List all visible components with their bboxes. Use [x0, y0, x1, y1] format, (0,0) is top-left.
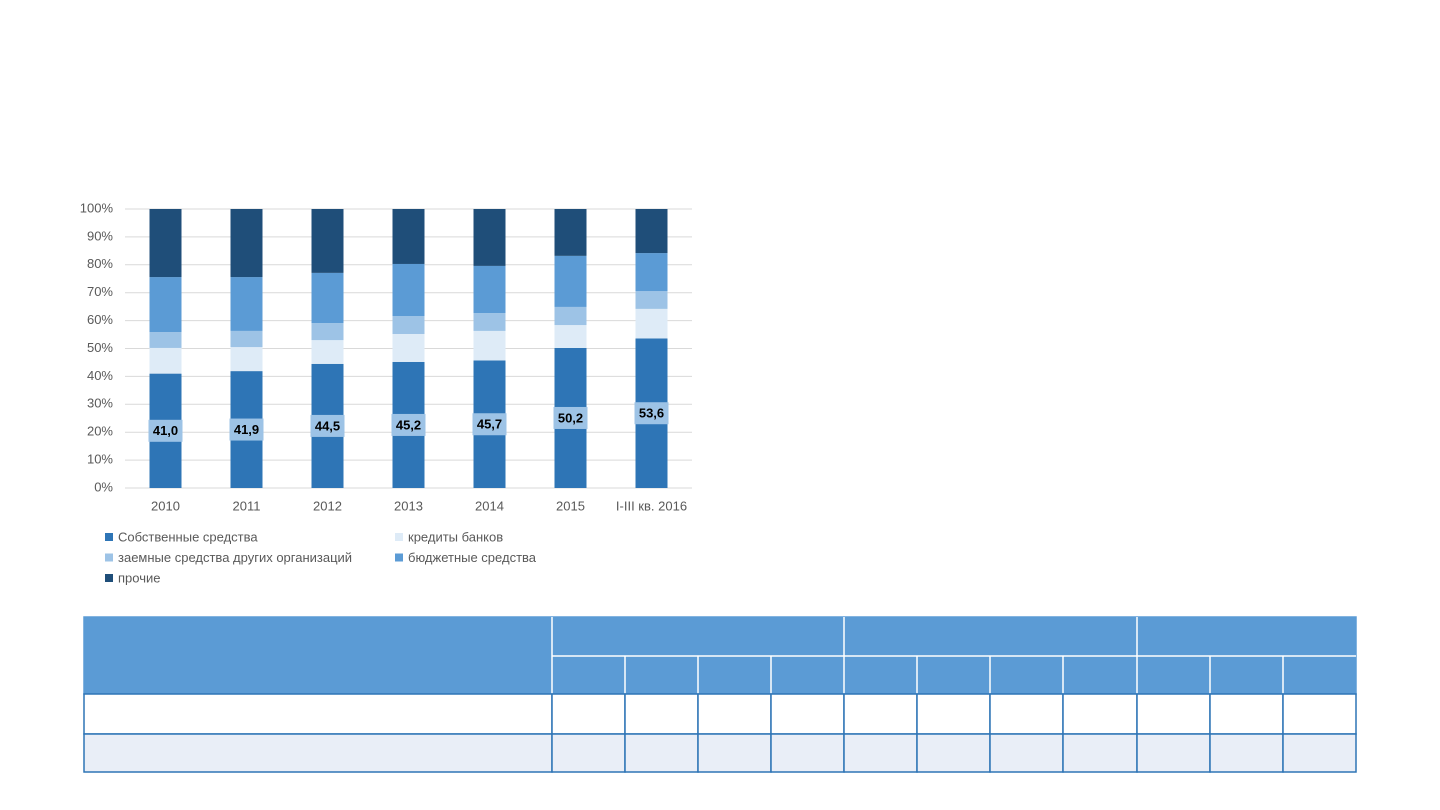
y-tick-label: 90% [87, 228, 113, 243]
table-row [83, 693, 1357, 735]
y-tick-label: 80% [87, 256, 113, 271]
bar-segment [635, 253, 668, 292]
data-label-box [472, 413, 507, 436]
data-label-box [391, 413, 426, 436]
bar-segment [473, 330, 506, 361]
bar-segment [473, 265, 506, 314]
legend-label: прочие [118, 570, 160, 585]
y-tick-label: 100% [80, 200, 114, 215]
x-tick-label: 2010 [151, 498, 180, 513]
data-label-box [148, 419, 183, 442]
bar-segment [392, 209, 425, 264]
x-tick-label: I-III кв. 2016 [616, 498, 687, 513]
bar-segment [149, 332, 182, 348]
legend-label: заемные средства других организаций [118, 550, 352, 565]
legend-swatch [395, 553, 403, 562]
x-tick-label: 2011 [233, 498, 261, 513]
bar-segment [311, 272, 344, 324]
data-label: 53,6 [639, 406, 664, 421]
bar-segment [635, 291, 668, 309]
bar-segment [230, 277, 263, 331]
legend-swatch [105, 574, 113, 582]
data-label: 45,2 [396, 417, 421, 432]
data-label: 41,0 [153, 423, 178, 438]
bar-segment [149, 209, 182, 278]
bar-segment [230, 330, 263, 348]
data-label-box [310, 414, 345, 437]
bar-segment [311, 209, 344, 273]
y-tick-label: 20% [87, 424, 113, 439]
legend-swatch [105, 553, 113, 562]
bar-segment [554, 209, 587, 256]
bar-segment [311, 323, 344, 341]
bar-segment [392, 333, 425, 362]
bar-segment [554, 255, 587, 307]
x-tick-label: 2013 [394, 498, 423, 513]
y-tick-label: 30% [87, 396, 113, 411]
bar-segment [635, 209, 668, 254]
x-tick-label: 2014 [475, 498, 504, 513]
data-label-box [229, 418, 264, 441]
bar-segment [392, 316, 425, 334]
legend-label: бюджетные средства [408, 550, 537, 565]
data-label: 44,5 [315, 418, 340, 433]
legend-swatch [395, 533, 403, 541]
bar-segment [230, 209, 263, 278]
y-tick-label: 10% [87, 452, 113, 467]
bar-segment [149, 277, 182, 333]
bar-segment [473, 209, 506, 266]
legend-swatch [105, 533, 113, 541]
table [83, 616, 1357, 773]
x-tick-label: 2012 [313, 498, 342, 513]
bar-segment [473, 313, 506, 331]
bar-segment [149, 347, 182, 374]
data-label-box [553, 406, 588, 429]
table-row [83, 733, 1357, 773]
bar-segment [392, 263, 425, 317]
bar-segment [554, 325, 587, 348]
y-tick-label: 40% [87, 368, 113, 383]
data-label-box [634, 402, 669, 425]
y-tick-label: 60% [87, 312, 113, 327]
data-label: 50,2 [558, 410, 583, 425]
y-tick-label: 70% [87, 284, 113, 299]
bar-segment [635, 308, 668, 339]
data-label: 41,9 [234, 422, 259, 437]
bar-segment [554, 306, 587, 326]
bar-segment [230, 347, 263, 372]
bar-segment [311, 340, 344, 364]
legend-label: Собственные средства [118, 529, 258, 544]
y-tick-label: 0% [94, 479, 113, 494]
data-label: 45,7 [477, 417, 502, 432]
x-tick-label: 2015 [556, 498, 585, 513]
y-tick-label: 50% [87, 340, 113, 355]
legend-label: кредиты банков [408, 529, 503, 544]
